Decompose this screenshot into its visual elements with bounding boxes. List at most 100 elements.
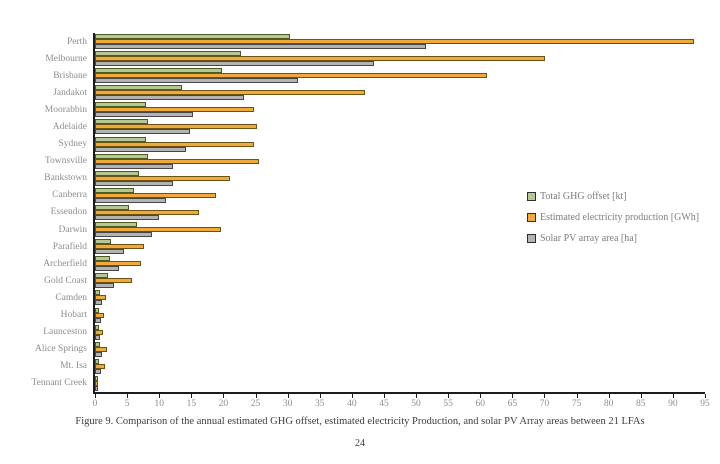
category-label: Archerfield [43, 258, 87, 269]
legend-label: Solar PV array area [ha] [540, 233, 637, 244]
x-tick-label: 90 [668, 399, 678, 409]
x-tick [480, 394, 482, 398]
bar-series-1 [95, 51, 241, 57]
bar-series-1 [95, 341, 101, 347]
bar-group-jandakot [95, 84, 705, 101]
bar-series-1 [95, 290, 101, 296]
bar-series-2 [95, 209, 200, 215]
bar-series-3 [95, 266, 119, 272]
x-tick [672, 394, 674, 398]
bar-group-bankstown [95, 170, 705, 187]
x-tick-label: 95 [700, 399, 710, 409]
category-label: Mt. Isa [60, 361, 87, 372]
bar-series-1 [95, 68, 223, 74]
legend-label: Total GHG offset [kt] [540, 191, 627, 202]
category-label: Camden [55, 292, 87, 303]
bar-series-3 [95, 61, 375, 67]
bar-series-3 [95, 334, 101, 340]
legend-item: Solar PV array area [ha] [527, 228, 699, 249]
x-tick-label: 45 [379, 399, 389, 409]
bar-group-townsville [95, 153, 705, 170]
x-tick-label: 50 [411, 399, 421, 409]
x-tick [640, 394, 642, 398]
category-label: Sydney [58, 139, 88, 150]
bar-series-1 [95, 102, 147, 108]
bar-series-1 [95, 119, 148, 125]
category-label: Townsville [44, 156, 87, 167]
bar-series-2 [95, 244, 145, 250]
bar-series-1 [95, 256, 110, 262]
bar-series-2 [95, 56, 546, 62]
x-tick-label: 30 [282, 399, 293, 409]
plot-area [93, 33, 705, 394]
bar-series-2 [95, 192, 216, 198]
category-label: Melbourne [45, 53, 87, 64]
x-tick [287, 394, 289, 398]
bar-series-1 [95, 375, 98, 381]
bar-series-2 [95, 73, 487, 79]
x-tick-label: 60 [475, 399, 486, 409]
bar-series-1 [95, 273, 108, 279]
x-tick [576, 394, 578, 398]
bar-group-sydney [95, 136, 705, 153]
bar-group-darwin [95, 221, 705, 238]
bar-series-1 [95, 358, 99, 364]
bar-group-canberra [95, 187, 705, 204]
x-tick [351, 394, 353, 398]
x-tick [448, 394, 450, 398]
bar-group-hobart [95, 307, 705, 324]
category-label: Parafield [52, 241, 87, 252]
bar-group-adelaide [95, 118, 705, 135]
bar-series-3 [95, 95, 244, 101]
bar-series-1 [95, 187, 134, 193]
x-tick-label: 20 [218, 399, 229, 409]
x-tick-label: 70 [539, 399, 550, 409]
bar-group-parafield [95, 238, 705, 255]
bar-group-alice-springs [95, 341, 705, 358]
bar-group-essendon [95, 204, 705, 221]
category-label: Alice Springs [35, 344, 87, 355]
x-tick-label: 65 [507, 399, 518, 409]
page-number: 24 [355, 438, 365, 449]
x-tick [705, 394, 706, 398]
bar-group-archerfield [95, 255, 705, 272]
bar-group-camden [95, 289, 705, 306]
bar-series-1 [95, 239, 112, 245]
x-tick-label: 10 [154, 399, 164, 409]
x-tick [416, 394, 418, 398]
bar-series-2 [95, 346, 108, 352]
legend-swatch-icon [527, 234, 536, 243]
category-label: Bankstown [44, 173, 87, 184]
bar-series-1 [95, 204, 130, 210]
bar-series-3 [95, 44, 427, 49]
bar-series-3 [95, 249, 124, 255]
category-label: Brisbane [53, 70, 87, 81]
x-tick [383, 394, 385, 398]
x-tick-label: 40 [347, 399, 357, 409]
bar-group-mt-isa [95, 358, 705, 375]
bar-series-2 [95, 295, 106, 301]
x-tick [608, 394, 610, 398]
x-tick [255, 394, 257, 398]
bar-series-1 [95, 307, 99, 313]
x-tick-label: 35 [314, 399, 325, 409]
category-label: Moorabbin [44, 104, 87, 115]
x-tick [159, 394, 161, 398]
bar-series-2 [95, 175, 230, 181]
bar-series-1 [95, 153, 148, 159]
bar-series-2 [95, 227, 221, 233]
x-tick [512, 394, 514, 398]
category-label: Adelaide [52, 122, 87, 133]
bar-group-melbourne [95, 50, 705, 67]
bar-series-1 [95, 222, 137, 228]
bar-series-2 [95, 158, 260, 164]
legend-item: Estimated electricity production [GWh] [527, 207, 699, 228]
x-tick [95, 394, 96, 398]
category-label: Hobart [60, 310, 87, 321]
legend-swatch-icon [527, 192, 536, 201]
category-label: Gold Coast [43, 275, 87, 286]
bar-series-2 [95, 124, 258, 130]
bar-series-3 [95, 283, 115, 289]
bar-series-3 [95, 78, 298, 84]
